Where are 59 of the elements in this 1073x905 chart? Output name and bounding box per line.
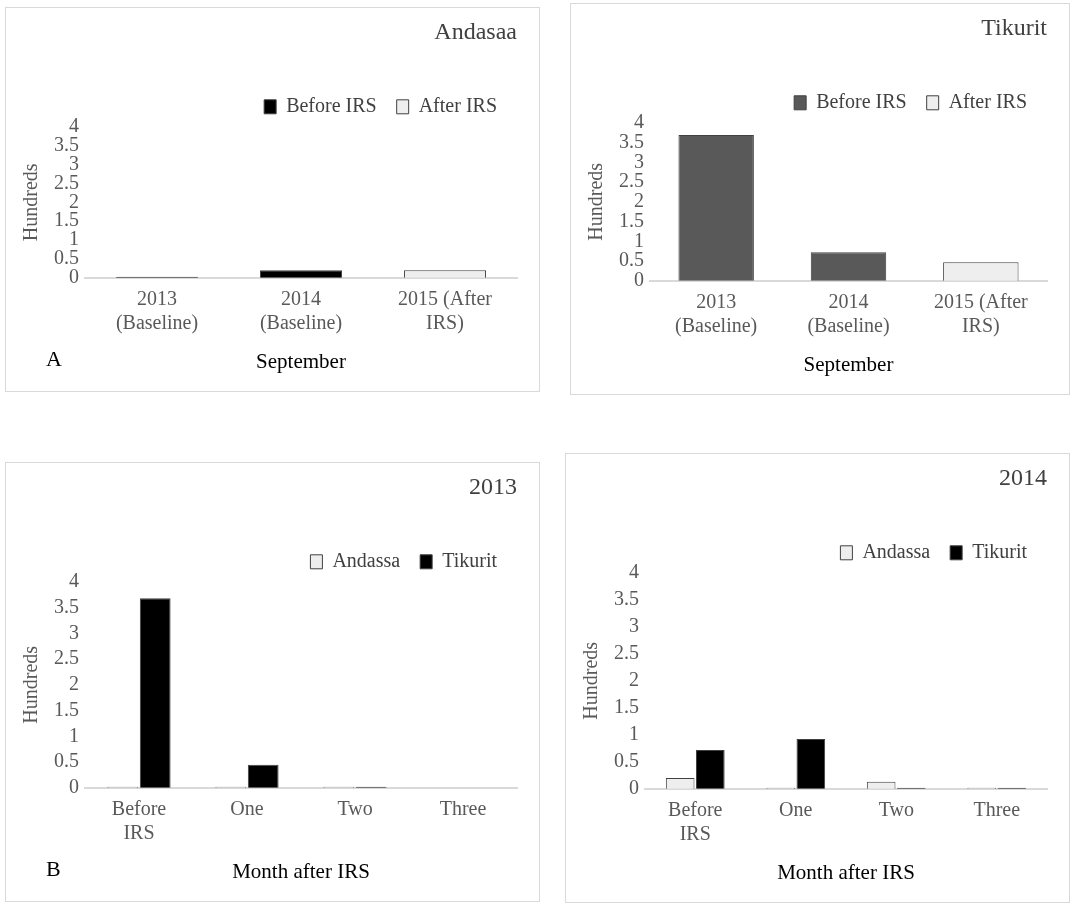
x-tick-label: Three	[973, 798, 1021, 821]
y-tick-label: 2	[69, 672, 79, 695]
x-tick-label: Before IRS	[111, 797, 167, 844]
y-tick-label: 3	[69, 620, 79, 643]
y-tick-label: 0	[69, 775, 79, 798]
y-axis-title: Hundreds	[579, 641, 602, 720]
chart-title: 2014	[999, 463, 1047, 490]
x-tick-label: Two	[337, 797, 373, 820]
legend-label: Tikurit	[972, 540, 1028, 563]
x-tick-label: One	[779, 798, 813, 821]
y-tick-label: 1.5	[614, 695, 639, 718]
legend-label: Tikurit	[442, 549, 498, 572]
y-tick-label: 2.5	[614, 641, 639, 664]
x-axis-title: September	[256, 348, 346, 373]
y-tick-label: 4	[69, 569, 79, 592]
y-tick-label: 0	[634, 268, 644, 291]
y-tick-label: 1.5	[54, 697, 79, 720]
y-tick-label: 3.5	[614, 587, 639, 610]
y-axis-title: Hundreds	[19, 163, 42, 242]
x-tick-label: 2014 (Baseline)	[807, 290, 890, 338]
y-axis-title: Hundreds	[584, 162, 607, 241]
y-tick-label: 3	[634, 149, 644, 172]
x-axis-title: September	[803, 351, 894, 376]
y-tick-label: 2.5	[619, 169, 644, 192]
chart-title: Andasaa	[434, 17, 518, 44]
x-axis-title: Month after IRS	[777, 859, 915, 884]
legend-label: Before IRS	[286, 94, 377, 117]
y-tick-label: 2.5	[54, 646, 79, 669]
y-tick-label: 0	[629, 776, 639, 799]
x-axis-title: Month after IRS	[232, 858, 370, 883]
chart-title: 2013	[469, 472, 517, 499]
legend-label: Andassa	[332, 549, 401, 572]
y-tick-label: 0.5	[614, 749, 639, 772]
y-tick-label: 1	[69, 723, 79, 746]
legend-label: Andassa	[862, 540, 931, 563]
y-tick-label: 3	[629, 614, 639, 637]
legend-label: Before IRS	[816, 90, 907, 113]
x-tick-label: 2013 (Baseline)	[115, 287, 199, 335]
y-tick-label: 1	[629, 722, 639, 745]
x-tick-label: Before IRS	[668, 798, 723, 845]
y-tick-label: 0.5	[619, 248, 644, 271]
y-tick-label: 1	[634, 228, 644, 251]
x-tick-label: 2013 (Baseline)	[675, 290, 758, 338]
legend-label: After IRS	[948, 90, 1028, 113]
x-tick-label: 2015 (After IRS)	[398, 287, 493, 335]
y-tick-label: 3.5	[54, 594, 79, 617]
x-tick-label: One	[230, 797, 264, 820]
chart-title: Tikurit	[981, 13, 1048, 40]
x-tick-label: Two	[878, 798, 914, 821]
legend-label: After IRS	[418, 94, 498, 117]
text: B	[46, 855, 61, 881]
text: A	[46, 345, 62, 371]
x-tick-label: 2015 (After IRS)	[933, 290, 1029, 338]
y-axis-title: Hundreds	[19, 645, 42, 724]
y-tick-label: 4	[629, 560, 639, 583]
y-tick-label: 0.5	[54, 749, 79, 772]
x-tick-label: Three	[439, 797, 487, 820]
y-tick-label: 2	[629, 668, 639, 691]
x-tick-label: 2014 (Baseline)	[259, 287, 343, 335]
